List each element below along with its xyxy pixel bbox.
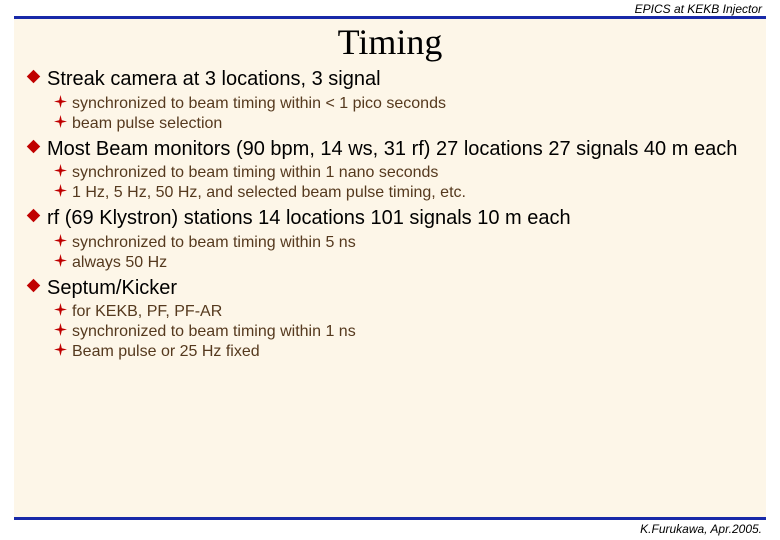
sub-item-text: synchronized to beam timing within < 1 p… (72, 94, 446, 114)
list-item: Septum/Kickerfor KEKB, PF, PF-ARsynchron… (26, 276, 756, 363)
item-text: Most Beam monitors (90 bpm, 14 ws, 31 rf… (47, 137, 737, 163)
diamond-icon (26, 69, 41, 84)
sub-list: synchronized to beam timing within 5 nsa… (26, 233, 756, 273)
sub-item-text: Beam pulse or 25 Hz fixed (72, 342, 260, 362)
item-text: Septum/Kicker (47, 276, 177, 302)
sub-list-item: synchronized to beam timing within 5 ns (54, 233, 756, 253)
sub-item-text: synchronized to beam timing within 5 ns (72, 233, 356, 253)
sub-item-text: 1 Hz, 5 Hz, 50 Hz, and selected beam pul… (72, 183, 466, 203)
slide: EPICS at KEKB Injector Timing Streak cam… (0, 0, 780, 540)
sub-list-item: for KEKB, PF, PF-AR (54, 302, 756, 322)
item-text: rf (69 Klystron) stations 14 locations 1… (47, 206, 571, 232)
item-text: Streak camera at 3 locations, 3 signal (47, 67, 381, 93)
footer-text: K.Furukawa, Apr.2005. (0, 520, 780, 540)
sub-list-item: always 50 Hz (54, 253, 756, 273)
sub-list-item: synchronized to beam timing within 1 nan… (54, 163, 756, 183)
star-icon (54, 184, 67, 197)
sub-item-text: synchronized to beam timing within 1 nan… (72, 163, 438, 183)
star-icon (54, 303, 67, 316)
sub-item-text: for KEKB, PF, PF-AR (72, 302, 222, 322)
sub-item-text: synchronized to beam timing within 1 ns (72, 322, 356, 342)
sub-list: synchronized to beam timing within 1 nan… (26, 163, 756, 203)
sub-item-text: beam pulse selection (72, 114, 222, 134)
star-icon (54, 95, 67, 108)
star-icon (54, 164, 67, 177)
list-item: rf (69 Klystron) stations 14 locations 1… (26, 206, 756, 273)
diamond-icon (26, 208, 41, 223)
star-icon (54, 323, 67, 336)
bullet-list: Streak camera at 3 locations, 3 signalsy… (24, 67, 756, 362)
star-icon (54, 254, 67, 267)
sub-list: for KEKB, PF, PF-ARsynchronized to beam … (26, 302, 756, 362)
sub-list-item: Beam pulse or 25 Hz fixed (54, 342, 756, 362)
header-text: EPICS at KEKB Injector (0, 0, 780, 16)
sub-list-item: synchronized to beam timing within 1 ns (54, 322, 756, 342)
diamond-icon (26, 139, 41, 154)
sub-item-text: always 50 Hz (72, 253, 167, 273)
list-item: Streak camera at 3 locations, 3 signalsy… (26, 67, 756, 134)
sub-list-item: synchronized to beam timing within < 1 p… (54, 94, 756, 114)
slide-title: Timing (24, 19, 756, 67)
star-icon (54, 115, 67, 128)
star-icon (54, 234, 67, 247)
sub-list-item: 1 Hz, 5 Hz, 50 Hz, and selected beam pul… (54, 183, 756, 203)
sub-list-item: beam pulse selection (54, 114, 756, 134)
diamond-icon (26, 278, 41, 293)
content-area: Timing Streak camera at 3 locations, 3 s… (14, 16, 766, 520)
star-icon (54, 343, 67, 356)
sub-list: synchronized to beam timing within < 1 p… (26, 94, 756, 134)
list-item: Most Beam monitors (90 bpm, 14 ws, 31 rf… (26, 137, 756, 204)
